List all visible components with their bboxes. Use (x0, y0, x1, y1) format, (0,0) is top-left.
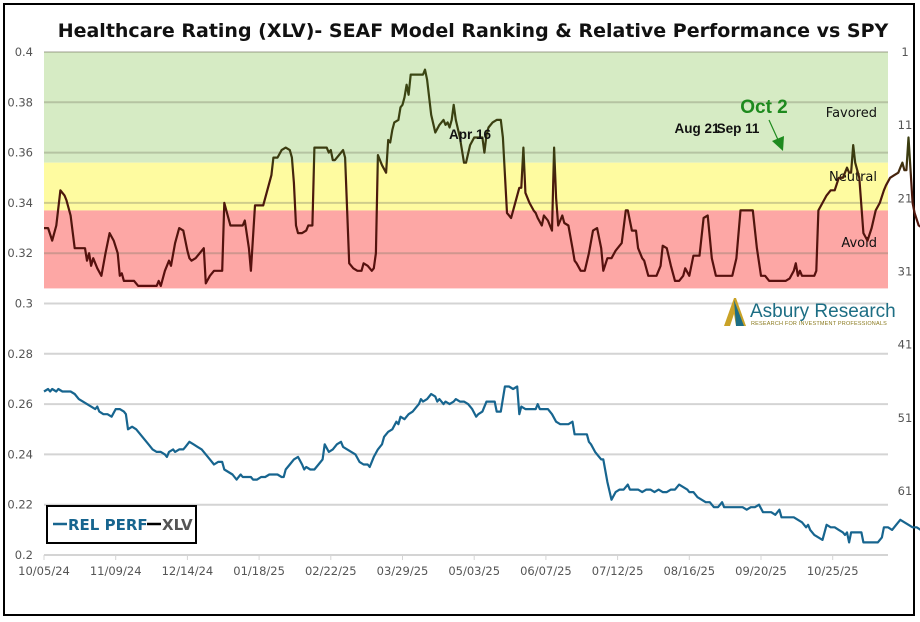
x-tick-label: 08/16/25 (663, 564, 715, 578)
annotation-sep-11: Sep 11 (717, 121, 760, 136)
legend: REL PERF XLV (46, 505, 197, 544)
x-tick-label: 02/22/25 (305, 564, 357, 578)
x-tick-label: 10/25/25 (807, 564, 859, 578)
series-rel-perf (43, 385, 920, 544)
logo-icon (724, 298, 746, 326)
band-neutral (44, 162, 888, 211)
legend-label-rel-perf: REL PERF (68, 516, 148, 534)
y-tick-label: 0.26 (7, 397, 33, 411)
legend-entry-rel-perf: REL PERF (53, 516, 148, 534)
y-tick-label: 0.24 (7, 447, 33, 461)
logo-subtitle: RESEARCH FOR INVESTMENT PROFESSIONALS (751, 321, 887, 327)
y-right-tick-label: 61 (898, 484, 913, 498)
y-tick-label: 0.32 (7, 246, 33, 260)
y-right-tick-label: 41 (898, 338, 913, 352)
annotation-arrow-head (772, 136, 784, 151)
annotation-oct-2: Oct 2 (740, 97, 788, 118)
band-label-avoid: Avoid (841, 236, 877, 251)
band-labels: Favored Neutral Avoid (826, 106, 877, 251)
rel-perf-line (43, 385, 920, 544)
band-label-neutral: Neutral (829, 170, 877, 185)
x-axis: 10/05/24 11/09/24 12/14/24 01/18/25 02/22/25… (18, 554, 888, 578)
series-xlv (44, 68, 920, 287)
legend-box (46, 505, 197, 544)
x-tick-label: 09/20/25 (735, 564, 787, 578)
x-tick-label: 05/03/25 (448, 564, 500, 578)
xlv-line (44, 68, 920, 287)
legend-label-xlv: XLV (162, 516, 193, 534)
y-tick-label: 0.22 (7, 498, 33, 512)
x-tick-label: 10/05/24 (18, 564, 70, 578)
y-right-tick-label: 51 (898, 411, 913, 425)
y-tick-label: 0.2 (15, 548, 33, 562)
band-favored (44, 52, 888, 163)
x-tick-label: 12/14/24 (162, 564, 214, 578)
y-tick-label: 0.3 (15, 297, 33, 311)
annotation-apr-16: Apr 16 (449, 127, 492, 142)
y-tick-label: 0.36 (7, 146, 33, 160)
gridlines (44, 51, 888, 556)
legend-entry-xlv: XLV (147, 516, 193, 534)
y-axis-left: 0.4 0.38 0.36 0.34 0.32 0.3 0.28 0.26 0.24 0.22 0.… (7, 45, 33, 562)
y-right-tick-label: 1 (901, 45, 908, 59)
y-right-tick-label: 31 (898, 265, 913, 279)
x-tick-label: 11/09/24 (90, 564, 142, 578)
x-tick-label: 06/07/25 (520, 564, 572, 578)
x-tick-label: 07/12/25 (592, 564, 644, 578)
y-right-tick-label: 21 (898, 191, 913, 205)
annotation-aug-21: Aug 21 (674, 121, 720, 136)
x-tick-label: 03/29/25 (377, 564, 429, 578)
y-tick-label: 0.34 (7, 196, 33, 210)
y-tick-label: 0.38 (7, 95, 33, 109)
y-tick-label: 0.4 (15, 45, 33, 59)
x-tick-label: 01/18/25 (233, 564, 285, 578)
rating-bands (44, 52, 888, 289)
band-label-favored: Favored (826, 106, 877, 121)
chart-title: Healthcare Rating (XLV)- SEAF Model Rank… (58, 20, 889, 42)
band-avoid (44, 210, 888, 289)
y-tick-label: 0.28 (7, 347, 33, 361)
annotation-arrow-shaft (768, 119, 780, 143)
asbury-research-logo: Asbury Research RESEARCH FOR INVESTMENT … (724, 298, 896, 327)
y-right-tick-label: 11 (898, 118, 913, 132)
logo-text: Asbury Research (750, 301, 896, 322)
